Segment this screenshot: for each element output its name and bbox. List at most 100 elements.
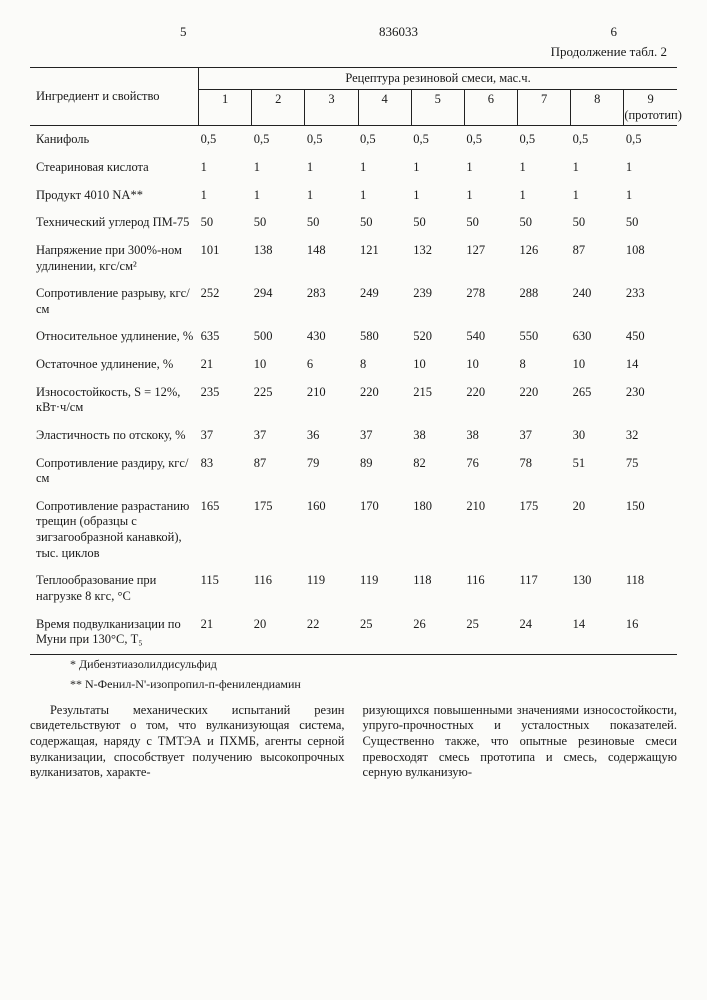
col-header-property: Ингредиент и свойство: [30, 67, 199, 126]
row-label: Износостойкость, S = 12%, кВт·ч/см: [30, 379, 199, 422]
cell: 6: [305, 351, 358, 379]
page-header: 5 836033 6: [30, 24, 677, 40]
col-num-9: 9 (прототип): [624, 90, 677, 126]
cell: 50: [199, 209, 252, 237]
cell: 20: [252, 611, 305, 655]
cell: 108: [624, 237, 677, 280]
cell: 450: [624, 323, 677, 351]
col-num-7: 7: [518, 90, 571, 126]
cell: 116: [464, 567, 517, 610]
cell: 21: [199, 351, 252, 379]
cell: 8: [518, 351, 571, 379]
table-row: Время подвулканизации по Муни при 130°С,…: [30, 611, 677, 655]
cell: 14: [624, 351, 677, 379]
cell: 10: [411, 351, 464, 379]
cell: 0,5: [199, 126, 252, 154]
row-label: Технический углерод ПМ-75: [30, 209, 199, 237]
row-label: Сопротивление разрастанию трещин (образц…: [30, 493, 199, 568]
cell: 0,5: [358, 126, 411, 154]
cell: 50: [358, 209, 411, 237]
footnote-2: ** N-Фенил-N'-изопропил-п-фенилендиамин: [30, 675, 677, 695]
cell: 38: [411, 422, 464, 450]
cell: 175: [518, 493, 571, 568]
cell: 76: [464, 450, 517, 493]
cell: 550: [518, 323, 571, 351]
cell: 37: [199, 422, 252, 450]
cell: 51: [571, 450, 624, 493]
cell: 500: [252, 323, 305, 351]
cell: 252: [199, 280, 252, 323]
page-num-right: 6: [611, 24, 618, 40]
cell: 210: [305, 379, 358, 422]
cell: 0,5: [518, 126, 571, 154]
cell: 239: [411, 280, 464, 323]
cell: 50: [305, 209, 358, 237]
cell: 138: [252, 237, 305, 280]
cell: 0,5: [464, 126, 517, 154]
cell: 288: [518, 280, 571, 323]
cell: 1: [252, 182, 305, 210]
col-header-group: Рецептура резиновой смеси, мас.ч.: [199, 67, 677, 90]
col-num-6: 6: [464, 90, 517, 126]
cell: 1: [624, 154, 677, 182]
table-row: Напряжение при 300%-ном удлинении, кгс/с…: [30, 237, 677, 280]
table-row: Остаточное удлинение, %211068101081014: [30, 351, 677, 379]
cell: 1: [305, 154, 358, 182]
cell: 249: [358, 280, 411, 323]
cell: 1: [571, 154, 624, 182]
cell: 126: [518, 237, 571, 280]
page-num-left: 5: [180, 24, 187, 40]
cell: 520: [411, 323, 464, 351]
cell: 75: [624, 450, 677, 493]
cell: 25: [464, 611, 517, 655]
cell: 130: [571, 567, 624, 610]
cell: 24: [518, 611, 571, 655]
cell: 0,5: [624, 126, 677, 154]
body-left: Результаты механических испытаний резин …: [30, 703, 345, 781]
cell: 119: [358, 567, 411, 610]
row-label: Канифоль: [30, 126, 199, 154]
cell: 50: [518, 209, 571, 237]
cell: 14: [571, 611, 624, 655]
cell: 10: [252, 351, 305, 379]
cell: 0,5: [571, 126, 624, 154]
cell: 83: [199, 450, 252, 493]
cell: 235: [199, 379, 252, 422]
cell: 50: [571, 209, 624, 237]
cell: 1: [199, 182, 252, 210]
cell: 8: [358, 351, 411, 379]
cell: 10: [571, 351, 624, 379]
cell: 630: [571, 323, 624, 351]
col-num-3: 3: [305, 90, 358, 126]
cell: 25: [358, 611, 411, 655]
table-row: Теплообразование при нагрузке 8 кгс, °С 1…: [30, 567, 677, 610]
cell: 170: [358, 493, 411, 568]
col-num-8: 8: [571, 90, 624, 126]
cell: 127: [464, 237, 517, 280]
body-right: ризующихся повышенными значениями износо…: [363, 703, 678, 781]
cell: 116: [252, 567, 305, 610]
cell: 89: [358, 450, 411, 493]
row-label: Продукт 4010 NA**: [30, 182, 199, 210]
cell: 215: [411, 379, 464, 422]
cell: 20: [571, 493, 624, 568]
row-label: Сопротивление разрыву, кгс/см: [30, 280, 199, 323]
cell: 1: [199, 154, 252, 182]
cell: 118: [411, 567, 464, 610]
cell: 79: [305, 450, 358, 493]
cell: 1: [624, 182, 677, 210]
cell: 37: [518, 422, 571, 450]
cell: 1: [358, 182, 411, 210]
cell: 1: [358, 154, 411, 182]
cell: 82: [411, 450, 464, 493]
table-row: Износостойкость, S = 12%, кВт·ч/см235225…: [30, 379, 677, 422]
cell: 1: [464, 182, 517, 210]
cell: 16: [624, 611, 677, 655]
row-label: Теплообразование при нагрузке 8 кгс, °С: [30, 567, 199, 610]
cell: 0,5: [411, 126, 464, 154]
cell: 540: [464, 323, 517, 351]
cell: 78: [518, 450, 571, 493]
cell: 36: [305, 422, 358, 450]
cell: 265: [571, 379, 624, 422]
cell: 220: [518, 379, 571, 422]
